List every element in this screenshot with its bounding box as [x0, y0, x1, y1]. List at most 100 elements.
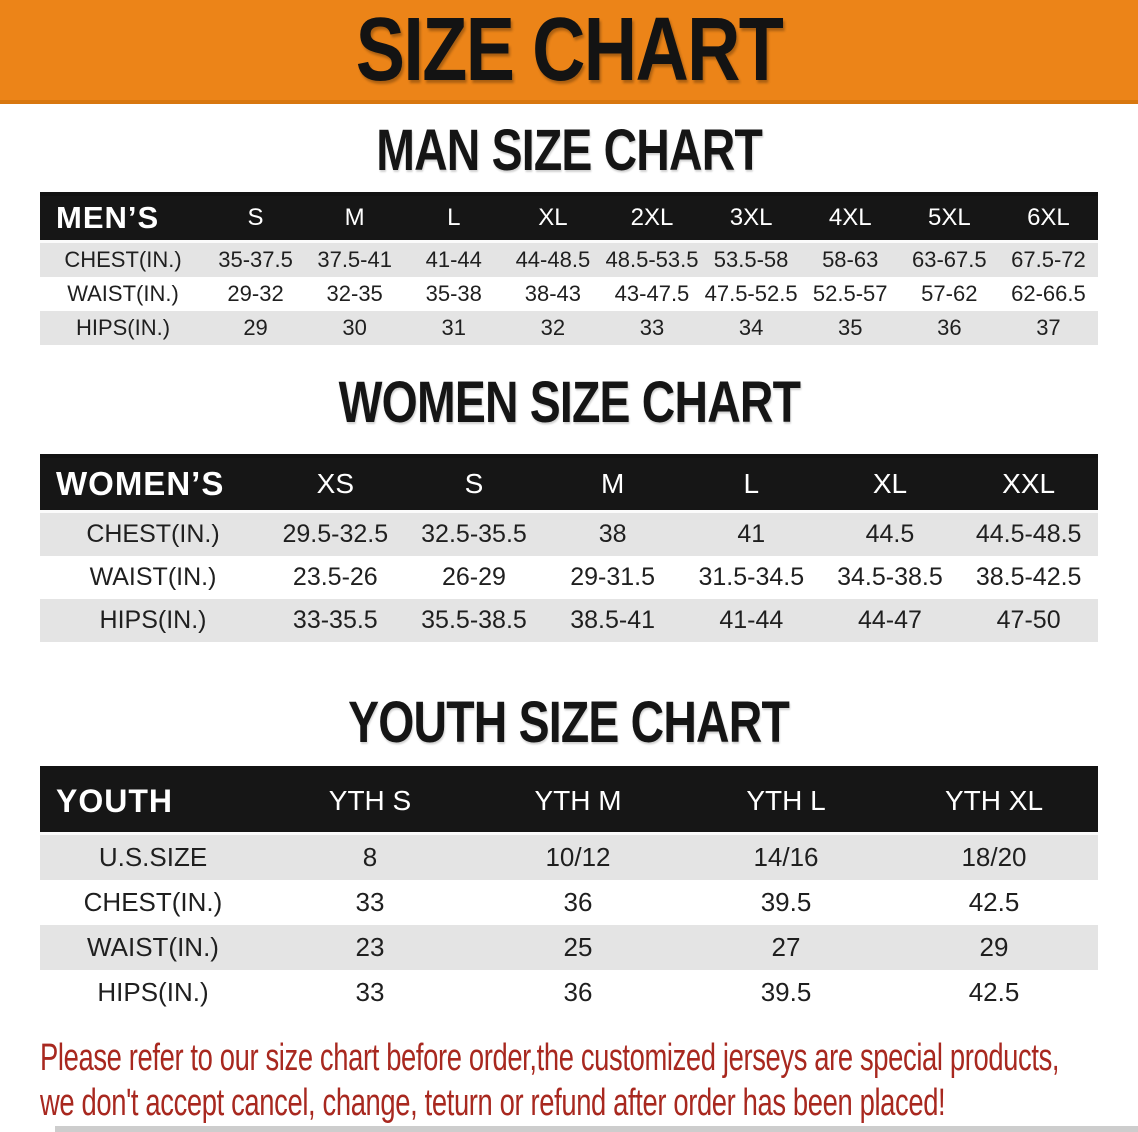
size-value-cell: 47.5-52.5: [701, 277, 801, 311]
size-column-header: XXL: [959, 455, 1098, 513]
table-row: HIPS(IN.) 33-35.5 35.5-38.5 38.5-41 41-44 44-…: [40, 599, 1098, 642]
bottom-border-line: [55, 1126, 1138, 1132]
table-title-cell: MEN’S: [40, 193, 206, 243]
size-column-header: M: [543, 455, 682, 513]
size-value-cell: 42.5: [890, 880, 1098, 925]
size-value-cell: 35-38: [404, 277, 504, 311]
size-column-header: 5XL: [899, 193, 999, 243]
size-column-header: YTH M: [474, 767, 682, 835]
row-label: HIPS(IN.): [40, 970, 266, 1015]
size-column-header: YTH L: [682, 767, 890, 835]
size-value-cell: 44-48.5: [503, 241, 603, 277]
size-value-cell: 44-47: [820, 599, 960, 642]
size-value-cell: 53.5-58: [701, 241, 801, 277]
size-value-cell: 31.5-34.5: [681, 556, 821, 599]
size-value-cell: 18/20: [890, 833, 1098, 880]
page-title: SIZE CHART: [355, 0, 784, 100]
row-label: CHEST(IN.): [40, 880, 266, 925]
size-column-header: M: [305, 193, 405, 243]
size-value-cell: 39.5: [682, 880, 890, 925]
size-column-header: S: [404, 455, 544, 513]
size-value-cell: 32: [503, 311, 603, 345]
size-value-cell: 31: [404, 311, 504, 345]
women-section-heading-text: WOMEN SIZE CHART: [338, 370, 800, 435]
size-column-header: XS: [266, 455, 405, 513]
size-chart-banner: SIZE CHART: [0, 0, 1138, 104]
size-value-cell: 33: [602, 311, 702, 345]
table-row: HIPS(IN.) 29 30 31 32 33 34 35 36 37: [40, 311, 1098, 345]
size-column-header: 2XL: [602, 193, 702, 243]
table-row: HIPS(IN.) 33 36 39.5 42.5: [40, 970, 1098, 1015]
table-header-row: MEN’S S M L XL 2XL 3XL 4XL 5XL 6XL: [40, 193, 1098, 243]
size-value-cell: 44.5-48.5: [959, 511, 1098, 556]
size-value-cell: 27: [682, 925, 890, 970]
size-value-cell: 34.5-38.5: [820, 556, 960, 599]
table-row: WAIST(IN.) 23.5-26 26-29 29-31.5 31.5-34.5 34…: [40, 556, 1098, 599]
size-value-cell: 38-43: [503, 277, 603, 311]
size-value-cell: 41-44: [404, 241, 504, 277]
table-title-cell: YOUTH: [40, 767, 266, 835]
size-value-cell: 30: [305, 311, 405, 345]
size-value-cell: 35: [800, 311, 900, 345]
disclaimer-line-2: we don't accept cancel, change, teturn o…: [40, 1082, 946, 1124]
size-value-cell: 44.5: [820, 511, 960, 556]
size-value-cell: 52.5-57: [800, 277, 900, 311]
size-value-cell: 63-67.5: [899, 241, 999, 277]
youth-size-table: YOUTH YTH S YTH M YTH L YTH XL U.S.SIZE 8 10/12…: [40, 766, 1098, 1015]
row-label: CHEST(IN.): [40, 511, 266, 556]
size-column-header: XL: [503, 193, 603, 243]
size-column-header: 6XL: [998, 193, 1098, 243]
men-section-heading: MAN SIZE CHART: [0, 122, 1138, 180]
women-section-heading: WOMEN SIZE CHART: [0, 374, 1138, 432]
size-value-cell: 35.5-38.5: [404, 599, 544, 642]
row-label: WAIST(IN.): [40, 925, 266, 970]
size-value-cell: 39.5: [682, 970, 890, 1015]
table-row: WAIST(IN.) 29-32 32-35 35-38 38-43 43-47.5 47.…: [40, 277, 1098, 311]
row-label: WAIST(IN.): [40, 277, 206, 311]
size-value-cell: 25: [474, 925, 682, 970]
size-value-cell: 57-62: [899, 277, 999, 311]
size-value-cell: 33-35.5: [266, 599, 405, 642]
row-label: WAIST(IN.): [40, 556, 266, 599]
size-column-header: S: [206, 193, 306, 243]
size-column-header: 3XL: [701, 193, 801, 243]
size-value-cell: 8: [266, 833, 474, 880]
size-value-cell: 38: [543, 511, 682, 556]
size-value-cell: 23: [266, 925, 474, 970]
size-value-cell: 36: [474, 970, 682, 1015]
size-value-cell: 34: [701, 311, 801, 345]
size-value-cell: 32-35: [305, 277, 405, 311]
size-value-cell: 43-47.5: [602, 277, 702, 311]
youth-section-heading: YOUTH SIZE CHART: [0, 694, 1138, 752]
row-label: CHEST(IN.): [40, 241, 206, 277]
men-section-heading-text: MAN SIZE CHART: [376, 118, 763, 183]
size-column-header: YTH XL: [890, 767, 1098, 835]
table-header-row: YOUTH YTH S YTH M YTH L YTH XL: [40, 767, 1098, 835]
size-value-cell: 37: [998, 311, 1098, 345]
size-value-cell: 29-32: [206, 277, 306, 311]
size-value-cell: 29: [890, 925, 1098, 970]
size-value-cell: 38.5-41: [543, 599, 682, 642]
table-title-cell: WOMEN’S: [40, 455, 266, 513]
table-row: U.S.SIZE 8 10/12 14/16 18/20: [40, 833, 1098, 880]
size-value-cell: 67.5-72: [998, 241, 1098, 277]
size-value-cell: 42.5: [890, 970, 1098, 1015]
size-value-cell: 29: [206, 311, 306, 345]
size-value-cell: 33: [266, 970, 474, 1015]
size-value-cell: 32.5-35.5: [404, 511, 544, 556]
size-column-header: L: [404, 193, 504, 243]
men-size-table: MEN’S S M L XL 2XL 3XL 4XL 5XL 6XL CHEST(IN.) 35-37…: [40, 192, 1098, 345]
size-value-cell: 26-29: [404, 556, 544, 599]
size-column-header: YTH S: [266, 767, 474, 835]
size-value-cell: 48.5-53.5: [602, 241, 702, 277]
size-value-cell: 33: [266, 880, 474, 925]
table-row: CHEST(IN.) 35-37.5 37.5-41 41-44 44-48.5 48.5…: [40, 241, 1098, 277]
row-label: U.S.SIZE: [40, 833, 266, 880]
women-size-table: WOMEN’S XS S M L XL XXL CHEST(IN.) 29.5-32.5 32.5…: [40, 454, 1098, 642]
size-value-cell: 23.5-26: [266, 556, 405, 599]
size-value-cell: 62-66.5: [998, 277, 1098, 311]
size-value-cell: 29-31.5: [543, 556, 682, 599]
size-column-header: 4XL: [800, 193, 900, 243]
size-value-cell: 35-37.5: [206, 241, 306, 277]
size-value-cell: 38.5-42.5: [959, 556, 1098, 599]
